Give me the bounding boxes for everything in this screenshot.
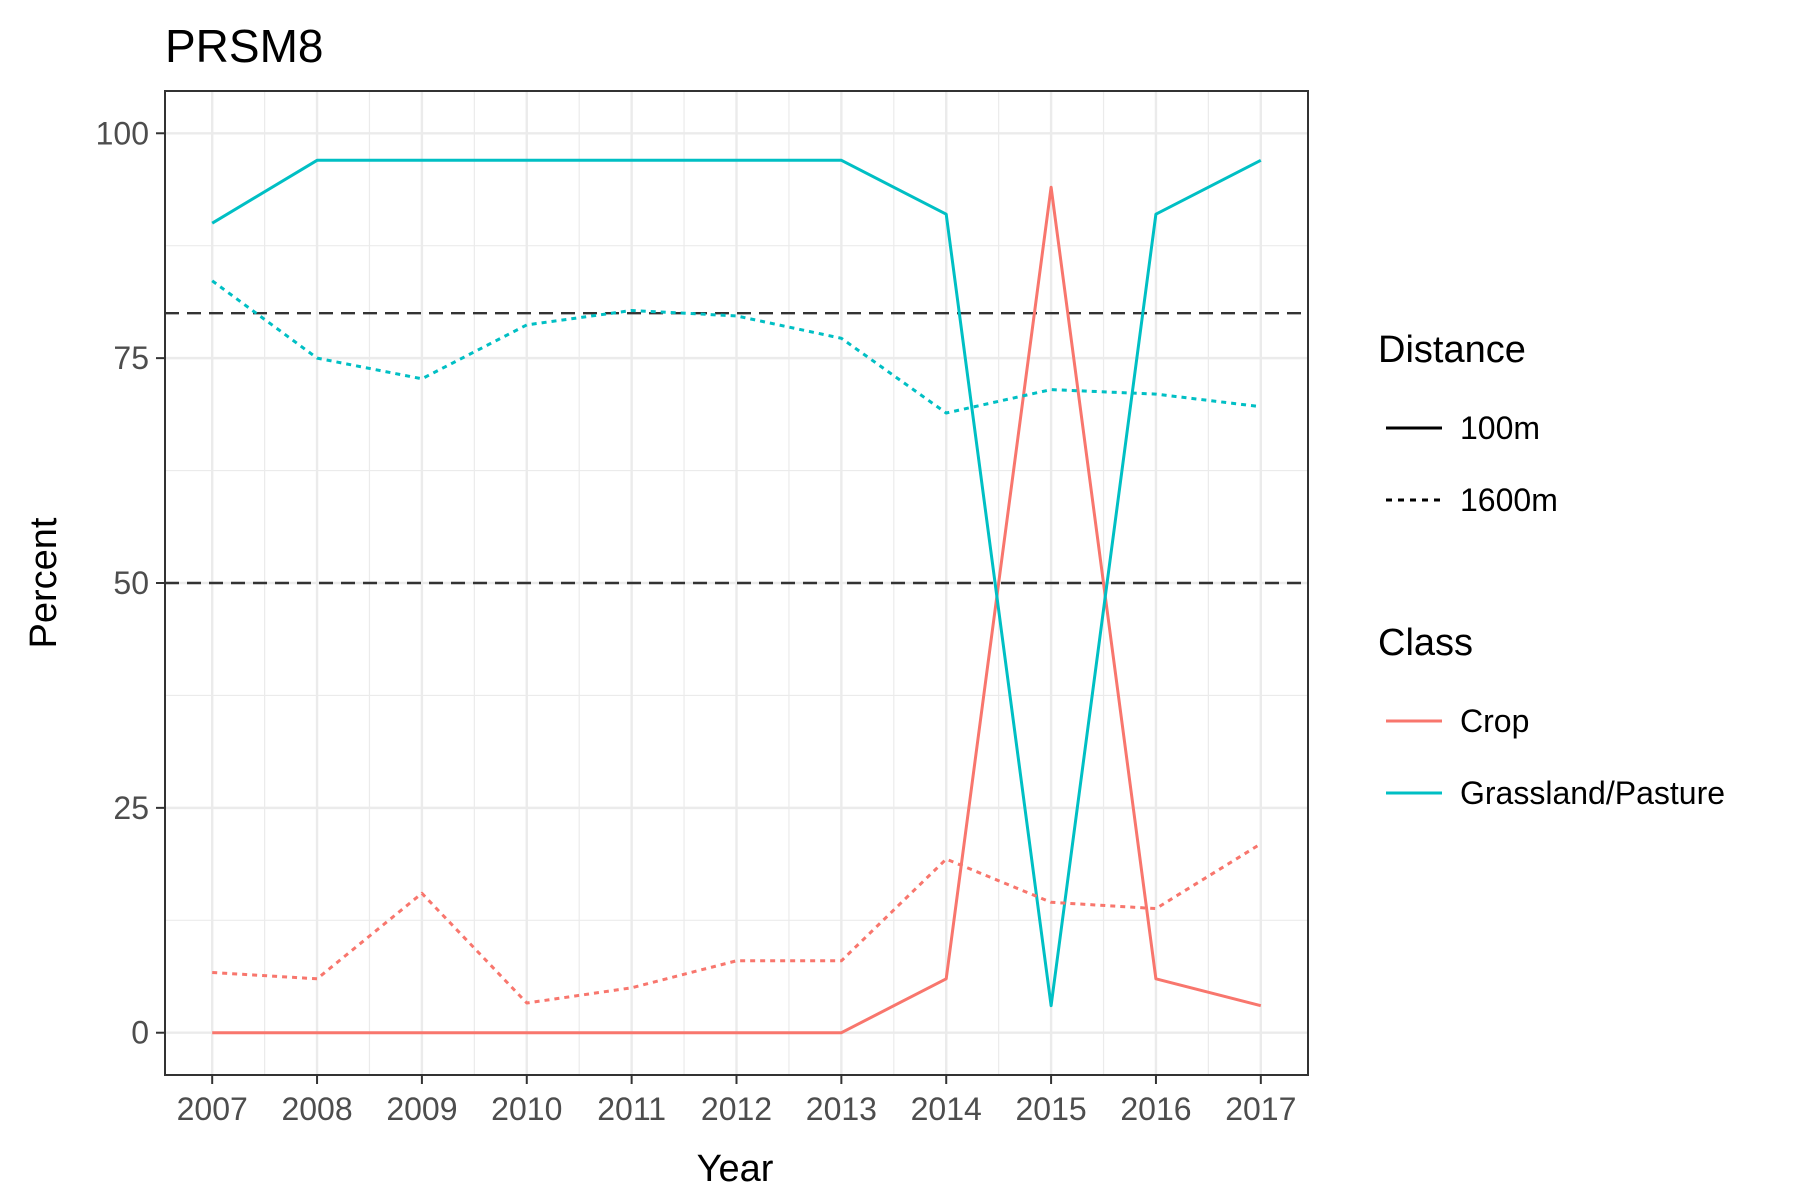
x-tick-label: 2013 [806, 1091, 877, 1127]
y-axis-title: Percent [23, 517, 65, 648]
series-lines [211, 158, 1262, 1035]
series-line-crop-100m [212, 185, 1262, 1035]
legend-label: 1600m [1460, 482, 1558, 518]
x-tick-label: 2011 [597, 1091, 666, 1127]
legend-label: Crop [1460, 703, 1529, 739]
x-tick-label: 2017 [1225, 1091, 1296, 1127]
legend-group-distance: Distance 100m 1600m [1378, 329, 1558, 518]
y-tick-label: 50 [113, 565, 149, 601]
y-tick-label: 0 [131, 1015, 149, 1051]
y-tick-label: 75 [113, 340, 149, 376]
x-tick-label: 2010 [491, 1091, 562, 1127]
y-tick-label: 25 [113, 790, 149, 826]
x-tick-label: 2016 [1120, 1091, 1191, 1127]
series-line-grassland-pasture-100m [211, 158, 1262, 1008]
legend-label: 100m [1460, 410, 1540, 446]
y-tick-label: 100 [96, 115, 149, 151]
x-tick-label: 2008 [281, 1091, 352, 1127]
y-axis: 0 25 50 75 100 [96, 115, 165, 1051]
x-axis-title: Year [697, 1148, 774, 1190]
x-tick-label: 2009 [386, 1091, 457, 1127]
x-tick-label: 2014 [911, 1091, 982, 1127]
series-line-grassland-pasture-1600m [211, 279, 1261, 415]
legend-title: Class [1378, 622, 1473, 664]
legend: Distance 100m 1600m Class Crop Grassland/Past… [1378, 329, 1725, 811]
chart-title: PRSM8 [165, 20, 323, 72]
x-tick-label: 2007 [177, 1091, 248, 1127]
legend-group-class: Class Crop Grassland/Pasture [1378, 622, 1725, 811]
reference-lines [165, 311, 1308, 585]
x-tick-label: 2012 [701, 1091, 772, 1127]
x-tick-label: 2015 [1015, 1091, 1086, 1127]
x-axis: 2007 2008 2009 2010 2011 2012 2013 2014 2015 2016… [177, 1075, 1296, 1127]
legend-title: Distance [1378, 329, 1526, 371]
legend-label: Grassland/Pasture [1460, 775, 1725, 811]
